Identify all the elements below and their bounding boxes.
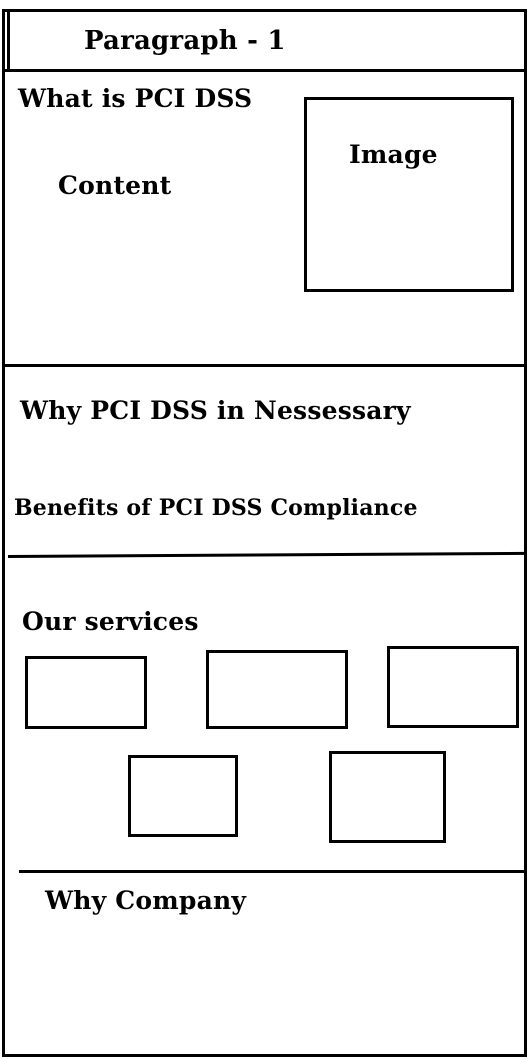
section2-divider xyxy=(7,551,527,558)
outer-top-border xyxy=(2,9,527,12)
section1-divider xyxy=(2,364,527,367)
section4-heading: Why Company xyxy=(45,886,247,915)
image-label: Image xyxy=(349,140,438,169)
section1-heading: What is PCI DSS xyxy=(18,84,253,113)
header-divider xyxy=(2,69,527,72)
content-label: Content xyxy=(58,171,172,200)
image-placeholder xyxy=(304,97,514,292)
service-box-5 xyxy=(329,751,446,843)
service-box-2 xyxy=(206,650,348,729)
section2-heading: Why PCI DSS in Nessessary xyxy=(20,396,411,425)
service-box-3 xyxy=(387,646,519,728)
outer-left-border xyxy=(2,9,5,1057)
outer-bottom-border xyxy=(2,1054,527,1057)
header-inner-left-border xyxy=(7,12,10,70)
section3-divider xyxy=(19,870,527,873)
section2-subheading: Benefits of PCI DSS Compliance xyxy=(14,495,418,521)
section3-heading: Our services xyxy=(22,607,199,636)
outer-right-border xyxy=(524,10,527,1056)
service-box-4 xyxy=(128,755,238,837)
header-title: Paragraph - 1 xyxy=(84,26,286,56)
service-box-1 xyxy=(25,656,147,729)
